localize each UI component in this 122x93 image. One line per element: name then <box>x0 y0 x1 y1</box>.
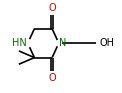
Text: O: O <box>48 3 56 13</box>
Text: O: O <box>48 73 56 83</box>
Text: N: N <box>59 38 67 48</box>
Text: OH: OH <box>100 38 115 48</box>
Text: HN: HN <box>12 38 27 48</box>
